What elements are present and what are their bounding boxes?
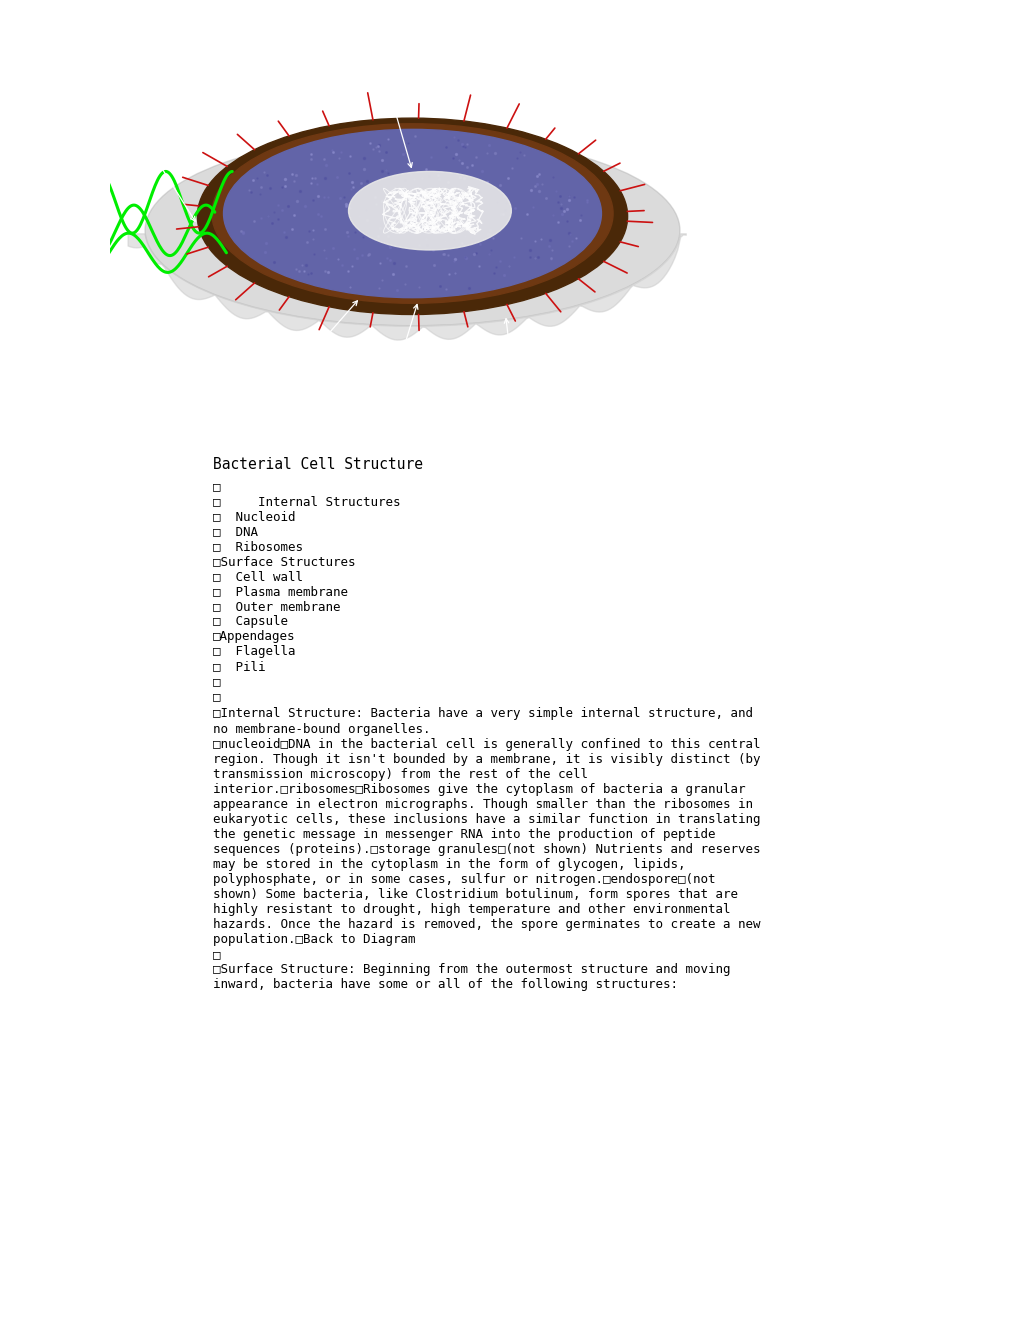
Text: cell
wall: cell wall [391, 305, 418, 367]
Text: sequences (proteins).□storage granules□(not shown) Nutrients and reserves: sequences (proteins).□storage granules□(… [213, 843, 759, 855]
Text: flagellum: flagellum [119, 133, 195, 222]
Ellipse shape [212, 124, 612, 304]
Text: □  Plasma membrane: □ Plasma membrane [213, 585, 347, 598]
Text: population.□Back to Diagram: population.□Back to Diagram [213, 933, 415, 946]
Text: □  Pili: □ Pili [213, 660, 265, 673]
Ellipse shape [223, 129, 601, 298]
Text: □  Ribosomes: □ Ribosomes [213, 540, 303, 553]
Text: □  Outer membrane: □ Outer membrane [213, 601, 340, 612]
Ellipse shape [145, 135, 680, 326]
Text: region. Though it isn't bounded by a membrane, it is visibly distinct (by: region. Though it isn't bounded by a mem… [213, 752, 759, 766]
Ellipse shape [348, 172, 511, 249]
Text: Bacterial Cell Structure: Bacterial Cell Structure [213, 457, 423, 473]
Text: □Appendages: □Appendages [213, 630, 296, 643]
Text: □     Internal Structures: □ Internal Structures [213, 495, 400, 508]
Text: □  Flagella: □ Flagella [213, 645, 296, 659]
Text: transmission microscopy) from the rest of the cell: transmission microscopy) from the rest o… [213, 768, 587, 780]
Text: eukaryotic cells, these inclusions have a similar function in translating: eukaryotic cells, these inclusions have … [213, 813, 759, 826]
Text: □Surface Structure: Beginning from the outermost structure and moving: □Surface Structure: Beginning from the o… [213, 964, 730, 977]
Text: appearance in electron micrographs. Though smaller than the ribosomes in: appearance in electron micrographs. Thou… [213, 797, 752, 810]
Text: the genetic message in messenger RNA into the production of peptide: the genetic message in messenger RNA int… [213, 828, 714, 841]
Text: no membrane-bound organelles.: no membrane-bound organelles. [213, 722, 430, 735]
Text: shown) Some bacteria, like Clostridium botulinum, form spores that are: shown) Some bacteria, like Clostridium b… [213, 888, 737, 902]
Text: □Surface Structures: □Surface Structures [213, 554, 355, 568]
Text: hazards. Once the hazard is removed, the spore germinates to create a new: hazards. Once the hazard is removed, the… [213, 917, 759, 931]
Text: □Internal Structure: Bacteria have a very simple internal structure, and: □Internal Structure: Bacteria have a ver… [213, 708, 752, 721]
Text: highly resistant to drought, high temperature and other environmental: highly resistant to drought, high temper… [213, 903, 730, 916]
Text: □: □ [213, 676, 220, 688]
Text: □  DNA: □ DNA [213, 525, 258, 539]
Text: inward, bacteria have some or all of the following structures:: inward, bacteria have some or all of the… [213, 978, 678, 991]
Text: polyphosphate, or in some cases, sulfur or nitrogen.□endospore□(not: polyphosphate, or in some cases, sulfur … [213, 873, 714, 886]
Text: □: □ [213, 690, 220, 704]
Text: □: □ [213, 479, 220, 492]
Text: □  Nucleoid: □ Nucleoid [213, 510, 296, 523]
Text: may be stored in the cytoplasm in the form of glycogen, lipids,: may be stored in the cytoplasm in the fo… [213, 858, 685, 871]
Text: interior.□ribosomes□Ribosomes give the cytoplasm of bacteria a granular: interior.□ribosomes□Ribosomes give the c… [213, 783, 745, 796]
Text: □  Capsule: □ Capsule [213, 615, 287, 628]
Ellipse shape [197, 119, 627, 314]
Text: pilus: pilus [244, 61, 293, 117]
Text: □nucleoid□DNA in the bacterial cell is generally confined to this central: □nucleoid□DNA in the bacterial cell is g… [213, 738, 759, 751]
Text: □  Cell wall: □ Cell wall [213, 570, 303, 583]
Text: ©Quill Graphics
All Rights Reserved
www.cellsalive.com: ©Quill Graphics All Rights Reserved www.… [631, 343, 682, 362]
Text: □: □ [213, 948, 220, 961]
Text: capsule: capsule [494, 318, 528, 367]
Text: plasma
membrane: plasma membrane [284, 301, 357, 367]
Text: nucleoid: nucleoid [360, 61, 412, 168]
Text: ribosomes: ribosomes [564, 61, 615, 131]
